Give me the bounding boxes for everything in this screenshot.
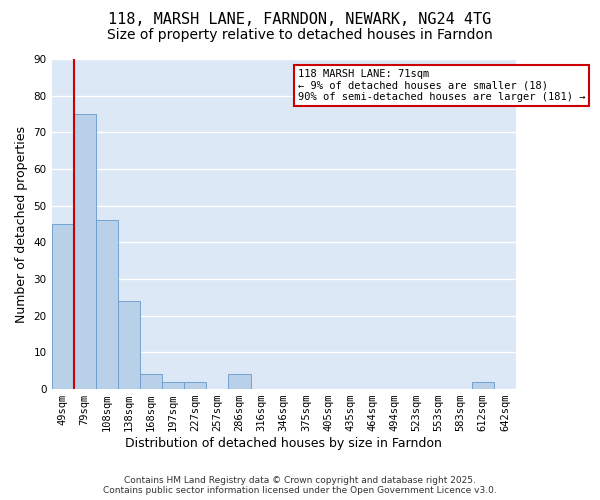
Bar — [74, 114, 96, 389]
Text: 118, MARSH LANE, FARNDON, NEWARK, NG24 4TG: 118, MARSH LANE, FARNDON, NEWARK, NG24 4… — [109, 12, 491, 28]
Bar — [472, 382, 494, 389]
Text: 118 MARSH LANE: 71sqm
← 9% of detached houses are smaller (18)
90% of semi-detac: 118 MARSH LANE: 71sqm ← 9% of detached h… — [298, 69, 585, 102]
Bar — [140, 374, 162, 389]
X-axis label: Distribution of detached houses by size in Farndon: Distribution of detached houses by size … — [125, 437, 442, 450]
Bar — [229, 374, 251, 389]
Bar — [162, 382, 184, 389]
Bar — [184, 382, 206, 389]
Bar — [52, 224, 74, 389]
Text: Size of property relative to detached houses in Farndon: Size of property relative to detached ho… — [107, 28, 493, 42]
Bar — [96, 220, 118, 389]
Y-axis label: Number of detached properties: Number of detached properties — [15, 126, 28, 322]
Bar — [118, 301, 140, 389]
Text: Contains HM Land Registry data © Crown copyright and database right 2025.
Contai: Contains HM Land Registry data © Crown c… — [103, 476, 497, 495]
